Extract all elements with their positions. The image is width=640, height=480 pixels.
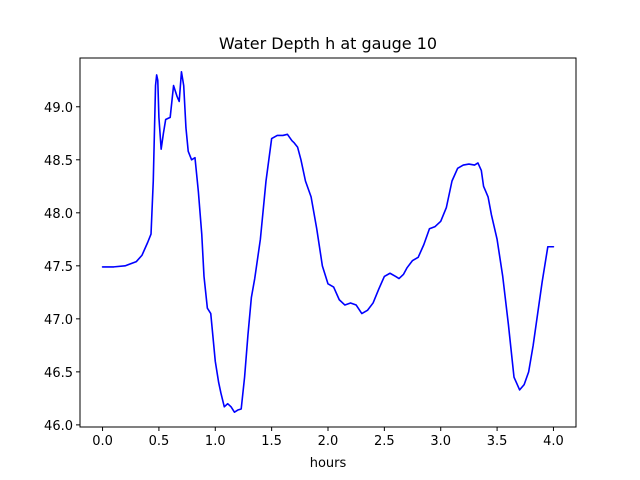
series-layer [101, 70, 555, 413]
x-tick-label: 3.0 [430, 434, 451, 449]
y-tick-label: 47.0 [44, 313, 73, 328]
y-tick-label: 48.5 [44, 154, 73, 169]
series-line [101, 70, 555, 413]
x-tick-label: 0.0 [92, 434, 113, 449]
x-tick-label: 1.5 [261, 434, 282, 449]
x-axis-label: hours [310, 456, 347, 471]
y-tick-label: 49.0 [44, 101, 73, 116]
x-tick-label: 2.5 [374, 434, 395, 449]
x-tick-label: 4.0 [543, 434, 564, 449]
x-tick-label: 3.5 [487, 434, 508, 449]
y-tick-label: 48.0 [44, 207, 73, 222]
y-axis: 46.0 46.5 47.0 47.5 48.0 48.5 49.0 [44, 101, 80, 434]
y-tick-label: 46.0 [44, 419, 73, 434]
x-tick-label: 1.0 [205, 434, 226, 449]
chart-title: Water Depth h at gauge 10 [219, 34, 437, 53]
x-axis: 0.0 0.5 1.0 1.5 2.0 2.5 3.0 3.5 4.0 [92, 427, 564, 449]
y-tick-label: 47.5 [44, 260, 73, 275]
y-tick-label: 46.5 [44, 366, 73, 381]
x-tick-label: 0.5 [149, 434, 170, 449]
x-tick-label: 2.0 [318, 434, 339, 449]
